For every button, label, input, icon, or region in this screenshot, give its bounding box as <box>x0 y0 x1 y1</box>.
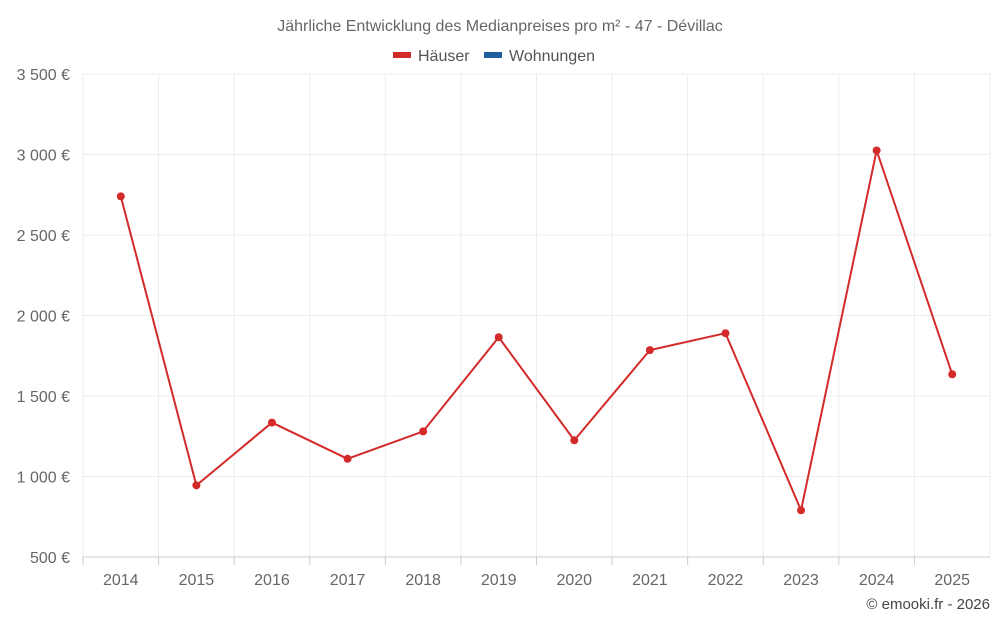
x-tick-label: 2014 <box>103 572 139 589</box>
data-point-2025 <box>948 370 957 379</box>
legend-item-haeuser[interactable]: Häuser <box>393 48 470 65</box>
x-tick-label: 2023 <box>783 572 819 589</box>
chart-title: Jährliche Entwicklung des Medianpreises … <box>277 18 723 35</box>
data-point-2018 <box>419 427 428 436</box>
data-point-2019 <box>494 333 503 342</box>
series-line-haeuser <box>119 149 954 512</box>
credit-text: © emooki.fr - 2026 <box>866 596 990 613</box>
x-tick-label: 2025 <box>934 572 970 589</box>
data-point-2022 <box>721 329 730 338</box>
legend[interactable]: Häuser Wohnungen <box>393 48 595 65</box>
data-point-2016 <box>267 418 276 427</box>
x-tick-label: 2021 <box>632 572 668 589</box>
data-point-2024 <box>872 146 881 155</box>
data-point-2014 <box>116 192 125 201</box>
x-tick-label: 2024 <box>859 572 895 589</box>
x-tick-label: 2015 <box>179 572 215 589</box>
y-tick-label: 500 € <box>30 550 70 567</box>
data-point-2017 <box>343 454 352 463</box>
legend-item-wohnungen[interactable]: Wohnungen <box>484 48 595 65</box>
y-tick-label: 3 500 € <box>17 67 70 84</box>
data-point-2015 <box>192 481 201 490</box>
series-haeuser <box>116 146 957 515</box>
data-point-2021 <box>645 346 654 355</box>
y-tick-label: 2 000 € <box>17 309 70 326</box>
legend-label-wohnungen: Wohnungen <box>509 48 595 65</box>
axes: 500 € 1 000 € 1 500 € 2 000 € 2 500 € 3 000 €… <box>17 67 990 589</box>
x-tick-label: 2018 <box>405 572 441 589</box>
data-point-2020 <box>570 436 579 445</box>
y-tick-label: 1 000 € <box>17 470 70 487</box>
legend-swatch-haeuser <box>393 52 411 58</box>
x-tick-label: 2022 <box>708 572 744 589</box>
legend-label-haeuser: Häuser <box>418 48 470 65</box>
legend-swatch-wohnungen <box>484 52 502 58</box>
grid <box>82 73 991 557</box>
data-point-2023 <box>797 506 806 515</box>
x-tick-label: 2016 <box>254 572 290 589</box>
y-tick-label: 1 500 € <box>17 389 70 406</box>
y-tick-label: 3 000 € <box>17 148 70 165</box>
x-tick-label: 2020 <box>556 572 592 589</box>
x-tick-label: 2019 <box>481 572 517 589</box>
x-tick-label: 2017 <box>330 572 366 589</box>
y-tick-label: 2 500 € <box>17 228 70 245</box>
